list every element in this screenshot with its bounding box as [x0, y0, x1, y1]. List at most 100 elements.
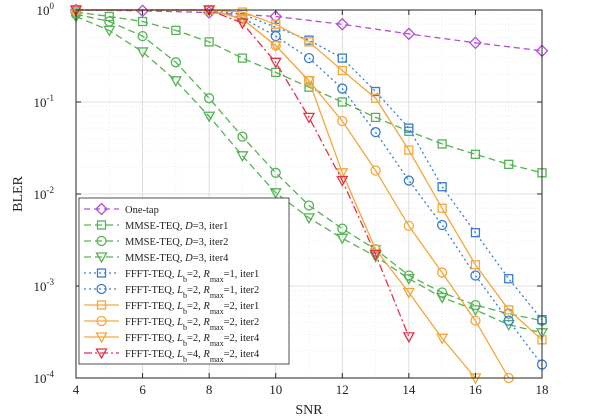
data-point: [436, 292, 449, 304]
data-point: [169, 76, 182, 88]
legend-label: MMSE-TEQ, D=3, iter2: [125, 237, 228, 248]
legend-entry: FFFT-TEQ, Lb=4, Rmax=2, iter4: [84, 348, 260, 364]
data-point: [336, 168, 349, 180]
y-tick-label: 10-2: [34, 185, 55, 202]
data-point: [337, 223, 348, 234]
legend-label: MMSE-TEQ, D=3, iter1: [125, 221, 228, 232]
data-point: [303, 200, 315, 211]
data-point: [302, 112, 316, 124]
legend-entry: MMSE-TEQ, D=3, iter2: [84, 235, 228, 248]
data-point: [304, 82, 314, 92]
data-point: [370, 93, 381, 103]
data-point: [336, 233, 349, 245]
legend-entry: FFFT-TEQ, Lb=2, Rmax=2, iter2: [84, 315, 259, 332]
data-point: [369, 249, 382, 261]
data-point: [236, 18, 249, 30]
data-point: [237, 131, 248, 142]
data-point: [237, 53, 248, 63]
data-point: [402, 274, 415, 286]
data-point: [470, 149, 481, 159]
y-tick-label: 10-1: [34, 93, 55, 110]
axis-ticks: 4 6 8 10 12 14 16 18 10-4 10-3 10-2 10-1 100: [34, 1, 549, 397]
legend-entry: FFFT-TEQ, Lb=2, Rmax=2, iter4: [84, 332, 260, 348]
data-point: [436, 267, 448, 278]
data-point: [337, 83, 348, 94]
y-tick-label: 10-4: [34, 369, 55, 386]
legend-marker: [95, 202, 108, 216]
series-2: [71, 7, 547, 178]
data-point: [469, 305, 482, 317]
legend-entry: MMSE-TEQ, D=3, iter1: [84, 220, 228, 232]
data-point: [271, 19, 281, 29]
y-tick-label: 10-3: [34, 277, 55, 294]
data-point: [170, 57, 182, 68]
data-point: [269, 57, 282, 69]
data-point: [370, 86, 381, 97]
data-point: [203, 111, 216, 123]
data-point: [437, 203, 447, 213]
data-point: [171, 25, 181, 36]
legend-marker: [96, 283, 107, 295]
legend-entry: FFFT-TEQ, Lb=2, Rmax=1, iter2: [84, 283, 259, 300]
x-tick-label: 16: [469, 382, 483, 397]
data-point: [137, 16, 148, 27]
data-point: [402, 287, 415, 299]
legend-marker: [95, 252, 108, 264]
series-layer: [69, 3, 549, 385]
data-point: [504, 274, 514, 284]
data-point: [402, 27, 416, 41]
data-point: [470, 315, 481, 326]
legend-label: MMSE-TEQ, D=3, iter4: [125, 253, 229, 264]
data-point: [337, 97, 347, 107]
legend-marker: [96, 300, 107, 310]
data-point: [403, 220, 415, 232]
data-point: [404, 123, 414, 133]
data-point: [437, 139, 447, 149]
series-line: [75, 11, 543, 174]
x-tick-label: 8: [206, 382, 213, 397]
x-tick-label: 12: [336, 382, 349, 397]
data-point: [469, 36, 482, 50]
legend-label: FFFT-TEQ, Lb=2, Rmax=1, iter2: [125, 285, 259, 300]
data-point: [337, 53, 347, 63]
data-point: [470, 228, 481, 238]
data-point: [503, 315, 514, 326]
data-point: [236, 151, 249, 163]
data-point: [302, 76, 316, 88]
legend-entry: One-tap: [84, 202, 159, 216]
data-point: [335, 17, 349, 31]
data-point: [403, 175, 415, 186]
data-point: [204, 37, 214, 47]
legend-label: FFFT-TEQ, Lb=2, Rmax=1, iter1: [125, 269, 259, 284]
data-point: [136, 4, 149, 18]
data-point: [304, 37, 314, 47]
legend-marker: [95, 348, 108, 360]
data-point: [370, 112, 381, 123]
x-tick-label: 4: [73, 382, 80, 397]
data-point: [269, 10, 283, 23]
data-point: [337, 115, 348, 127]
legend-entry: FFFT-TEQ, Lb=2, Rmax=1, iter1: [84, 268, 259, 284]
data-point: [470, 260, 481, 270]
legend-entry: FFFT-TEQ, Lb=2, Rmax=2, iter1: [84, 300, 259, 316]
legend-label: FFFT-TEQ, Lb=2, Rmax=2, iter2: [125, 317, 259, 332]
data-point: [303, 52, 315, 64]
legend-marker: [96, 268, 107, 278]
data-point: [237, 7, 248, 17]
data-point: [402, 332, 415, 344]
legend-label: One-tap: [125, 205, 159, 216]
data-point: [504, 159, 514, 170]
x-tick-label: 14: [402, 382, 416, 397]
data-point: [270, 167, 281, 178]
data-point: [336, 175, 349, 187]
data-point: [370, 127, 381, 138]
series-line: [76, 9, 410, 338]
series-line: [75, 9, 543, 52]
data-point: [404, 145, 414, 155]
series-line: [76, 9, 543, 341]
series-7: [71, 5, 547, 345]
data-point: [470, 270, 481, 281]
data-point: [103, 25, 116, 37]
legend-marker: [95, 332, 108, 344]
data-point: [369, 251, 382, 263]
